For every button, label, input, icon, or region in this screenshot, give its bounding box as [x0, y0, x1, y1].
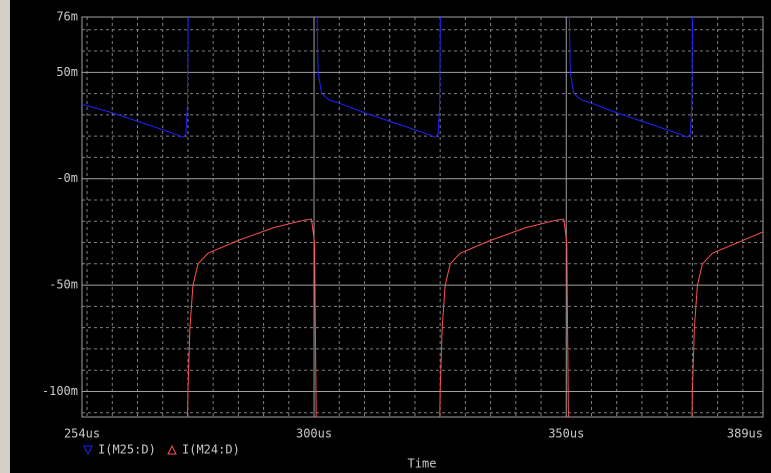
x-axis-label: Time — [408, 457, 437, 471]
y-tick-label: -50m — [49, 278, 78, 292]
x-tick-label: 350us — [548, 427, 584, 441]
legend-label: I(M24:D) — [182, 443, 240, 457]
series-line — [187, 218, 764, 417]
plot-area — [82, 17, 764, 417]
legend-label: I(M25:D) — [98, 443, 156, 457]
y-tick-label: -0m — [56, 171, 78, 185]
legend-symbol — [167, 444, 177, 455]
series-line — [82, 17, 694, 138]
x-tick-label: 254us — [64, 427, 100, 441]
y-tick-label: 76m — [56, 10, 78, 24]
legend-symbol — [83, 445, 93, 456]
x-tick-label: 389us — [727, 427, 763, 441]
y-tick-label: 50m — [56, 65, 78, 79]
y-tick-label: -100m — [42, 384, 78, 398]
x-tick-label: 300us — [296, 427, 332, 441]
window-frame — [0, 0, 10, 473]
plot-frame — [81, 16, 764, 418]
